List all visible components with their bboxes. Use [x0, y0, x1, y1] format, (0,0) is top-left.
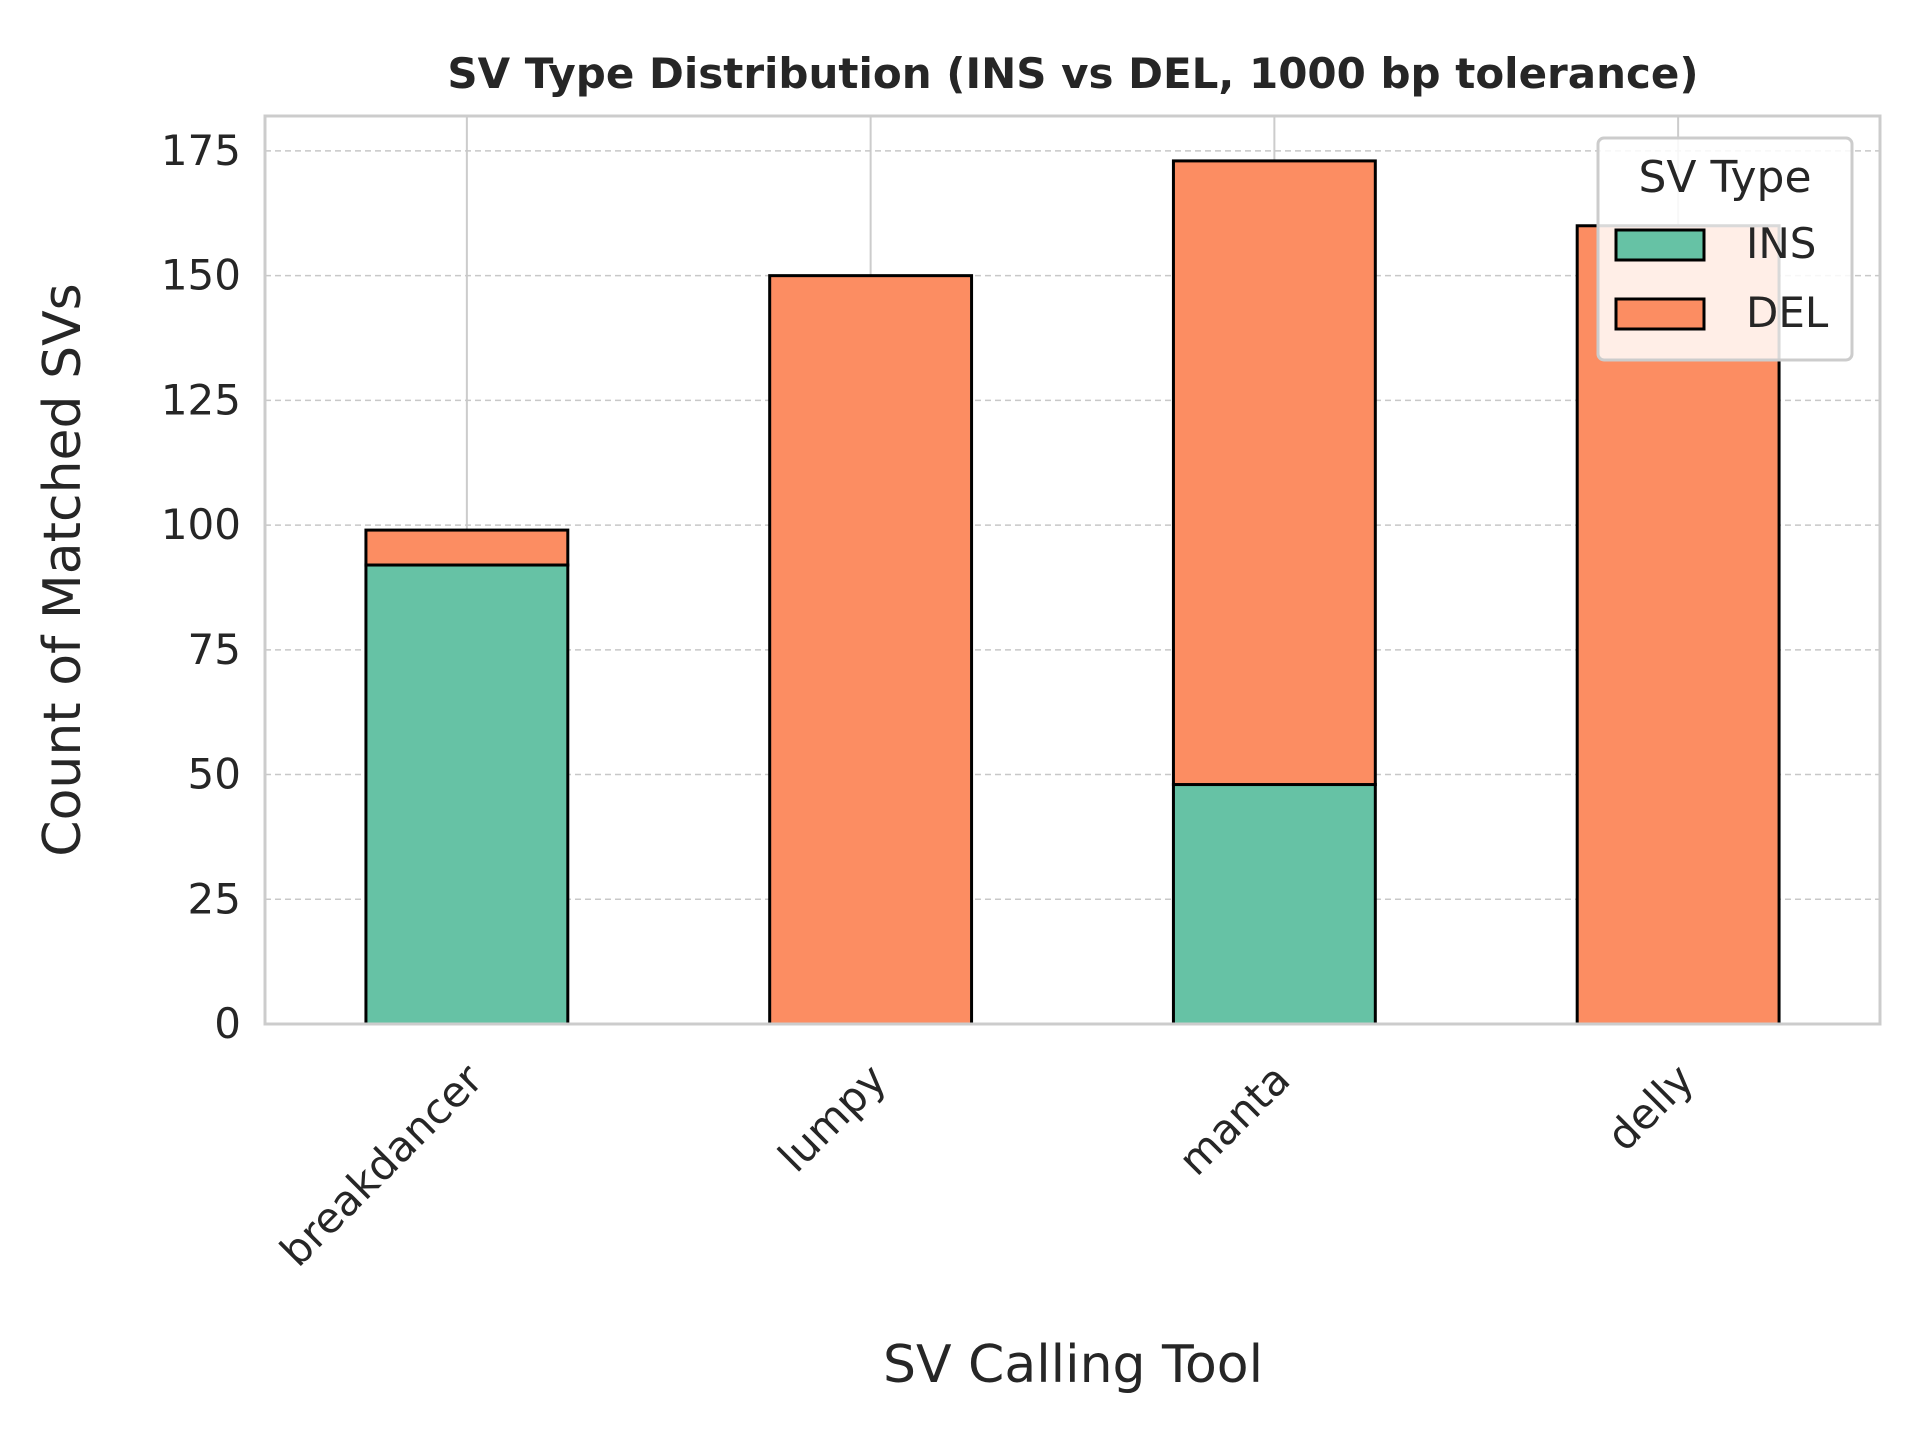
x-axis-label: SV Calling Tool — [883, 1335, 1263, 1395]
y-ticks: 0 25 50 75 100 125 150 175 — [161, 126, 241, 1048]
bars — [364, 159, 1781, 1026]
y-axis-label: Count of Matched SVs — [33, 283, 93, 856]
y-tick-label: 100 — [161, 500, 241, 549]
bar-del-lumpy — [768, 274, 974, 1026]
legend: SV Type INS DEL — [1596, 136, 1854, 362]
legend-swatch-del — [1614, 297, 1706, 331]
legend-label-ins: INS — [1746, 219, 1816, 268]
legend-swatch-ins — [1614, 228, 1706, 262]
bar-ins-breakdancer — [364, 563, 570, 1026]
bar-ins-manta — [1171, 783, 1377, 1026]
y-tick-label: 125 — [161, 375, 241, 424]
y-tick-label: 50 — [188, 750, 241, 799]
bar-del-breakdancer — [364, 528, 570, 567]
chart-title: SV Type Distribution (INS vs DEL, 1000 b… — [447, 49, 1698, 98]
y-tick-label: 175 — [161, 126, 241, 175]
y-tick-label: 150 — [161, 251, 241, 300]
y-tick-label: 75 — [188, 625, 241, 674]
y-tick-label: 25 — [188, 874, 241, 923]
plot-frame — [263, 114, 1882, 1026]
legend-title: SV Type — [1638, 152, 1811, 203]
y-tick-label: 0 — [214, 999, 241, 1048]
legend-label-del: DEL — [1746, 288, 1829, 337]
bar-del-manta — [1171, 159, 1377, 787]
